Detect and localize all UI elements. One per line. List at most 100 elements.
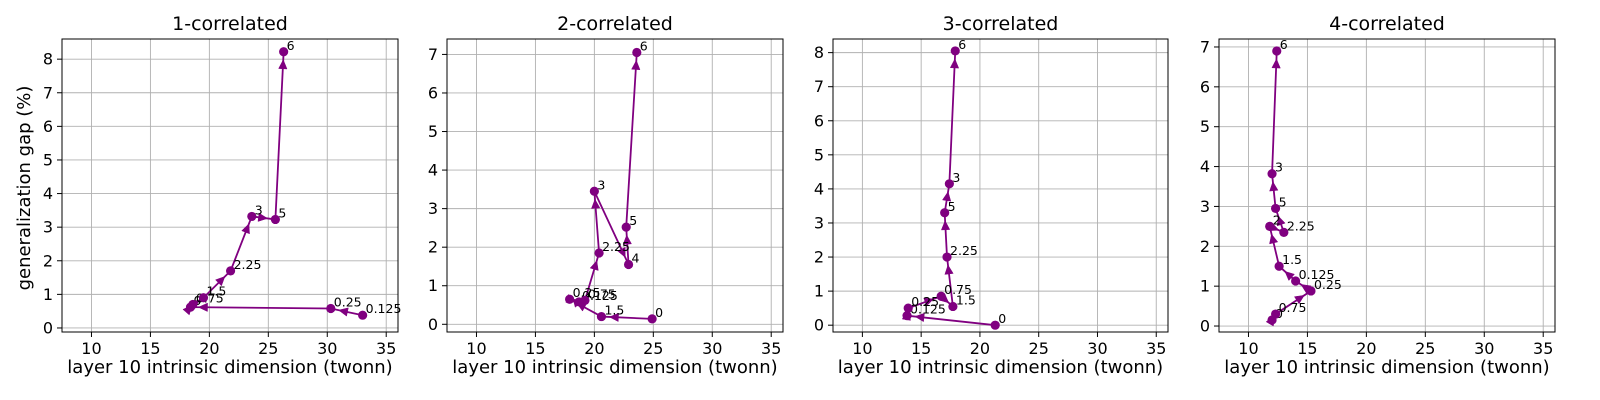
point-annotation: 4 (632, 251, 640, 266)
arrowhead (1269, 181, 1279, 192)
y-tick-label: 7 (1200, 37, 1210, 56)
data-point (1265, 221, 1275, 231)
point-annotation: 0.125 (366, 301, 402, 316)
y-tick-label: 0 (428, 315, 438, 334)
y-tick-label: 3 (43, 218, 53, 237)
x-tick-label: 25 (258, 339, 278, 358)
data-point (1279, 227, 1289, 237)
data-point (903, 303, 913, 313)
data-point (1272, 46, 1282, 56)
point-annotation: 0 (194, 293, 202, 308)
panel-title: 1-correlated (172, 13, 288, 35)
y-tick-label: 3 (428, 199, 438, 218)
data-point (902, 311, 912, 321)
point-annotation: 0.25 (1314, 277, 1342, 292)
plot-frame (446, 38, 784, 333)
x-tick-label: 10 (1238, 339, 1258, 358)
y-tick-label: 1 (1200, 277, 1210, 296)
x-tick-label: 35 (376, 339, 396, 358)
y-tick-label: 5 (814, 145, 824, 164)
point-annotation: 5 (1279, 194, 1287, 209)
y-tick-label: 7 (814, 77, 824, 96)
point-annotation: 2 (1273, 212, 1281, 227)
point-annotation: 0.125 (1299, 267, 1335, 282)
point-annotation: 6 (287, 38, 295, 53)
point-annotation: 1.5 (1282, 252, 1302, 267)
data-point (647, 314, 657, 324)
data-point (1270, 203, 1281, 214)
arrowhead (278, 59, 288, 70)
y-tick-label: 6 (43, 117, 53, 136)
data-point (580, 295, 590, 305)
point-annotation: 5 (948, 199, 956, 214)
y-tick-label: 4 (814, 179, 824, 198)
y-tick-label: 6 (814, 111, 824, 130)
y-tick-label: 5 (428, 122, 438, 141)
point-annotation: 3 (255, 202, 263, 217)
point-annotation: 3 (1275, 160, 1283, 175)
data-point (948, 301, 958, 312)
y-tick-label: 0 (43, 318, 53, 337)
y-tick-label: 5 (43, 150, 53, 169)
point-annotation: 2.25 (602, 239, 630, 254)
plot-frame (61, 38, 399, 333)
point-annotation: 0.75 (588, 286, 616, 301)
data-point (326, 303, 336, 314)
data-point (565, 294, 575, 304)
data-point (1270, 309, 1281, 319)
arrowhead (631, 59, 641, 70)
y-tick-label: 4 (43, 184, 53, 203)
data-point (990, 320, 1000, 330)
point-annotation: 0.75 (1279, 300, 1307, 315)
arrowhead (914, 312, 925, 323)
x-axis-label: layer 10 intrinsic dimension (twonn) (67, 357, 392, 378)
x-tick-label: 20 (584, 339, 604, 358)
x-tick-label: 25 (1029, 339, 1049, 358)
x-tick-label: 20 (1356, 339, 1376, 358)
x-tick-label: 25 (1415, 339, 1435, 358)
x-tick-label: 15 (911, 339, 931, 358)
data-point (623, 259, 634, 270)
x-tick-label: 15 (525, 339, 545, 358)
y-tick-label: 2 (43, 251, 53, 270)
y-axis-label: generalization gap (%) (14, 86, 35, 291)
series-line (569, 52, 653, 320)
arrowhead (338, 307, 349, 317)
y-tick-label: 0 (1200, 317, 1210, 336)
arrowhead (940, 220, 951, 231)
data-point (589, 186, 599, 196)
point-annotation: 0.25 (334, 294, 362, 309)
series-line (188, 51, 363, 317)
y-tick-label: 2 (1200, 237, 1210, 256)
y-tick-label: 2 (428, 238, 438, 257)
data-point (225, 266, 236, 276)
y-tick-label: 1 (428, 276, 438, 295)
data-point (594, 248, 604, 258)
y-tick-label: 7 (43, 83, 53, 102)
point-annotation: 6 (640, 38, 648, 53)
point-annotation: 3 (952, 170, 960, 185)
point-annotation: 5 (278, 205, 286, 220)
data-point (940, 208, 950, 218)
y-tick-label: 4 (1200, 157, 1210, 176)
x-axis-label: layer 10 intrinsic dimension (twonn) (452, 357, 777, 378)
x-tick-label: 30 (317, 339, 337, 358)
arrowhead (622, 234, 632, 245)
data-point (1274, 261, 1284, 271)
arrowhead (1294, 294, 1305, 305)
y-tick-label: 0 (814, 316, 824, 335)
x-tick-label: 10 (852, 339, 872, 358)
y-tick-label: 8 (814, 43, 824, 62)
x-axis-label: layer 10 intrinsic dimension (twonn) (1224, 357, 1549, 378)
y-tick-label: 4 (428, 161, 438, 180)
x-tick-label: 35 (761, 339, 781, 358)
data-point (936, 291, 946, 301)
arrowhead (617, 246, 626, 258)
data-point (1267, 169, 1277, 179)
point-annotation: 5 (629, 213, 637, 228)
plot-frame (832, 38, 1169, 333)
point-annotation: 0.125 (910, 302, 946, 317)
